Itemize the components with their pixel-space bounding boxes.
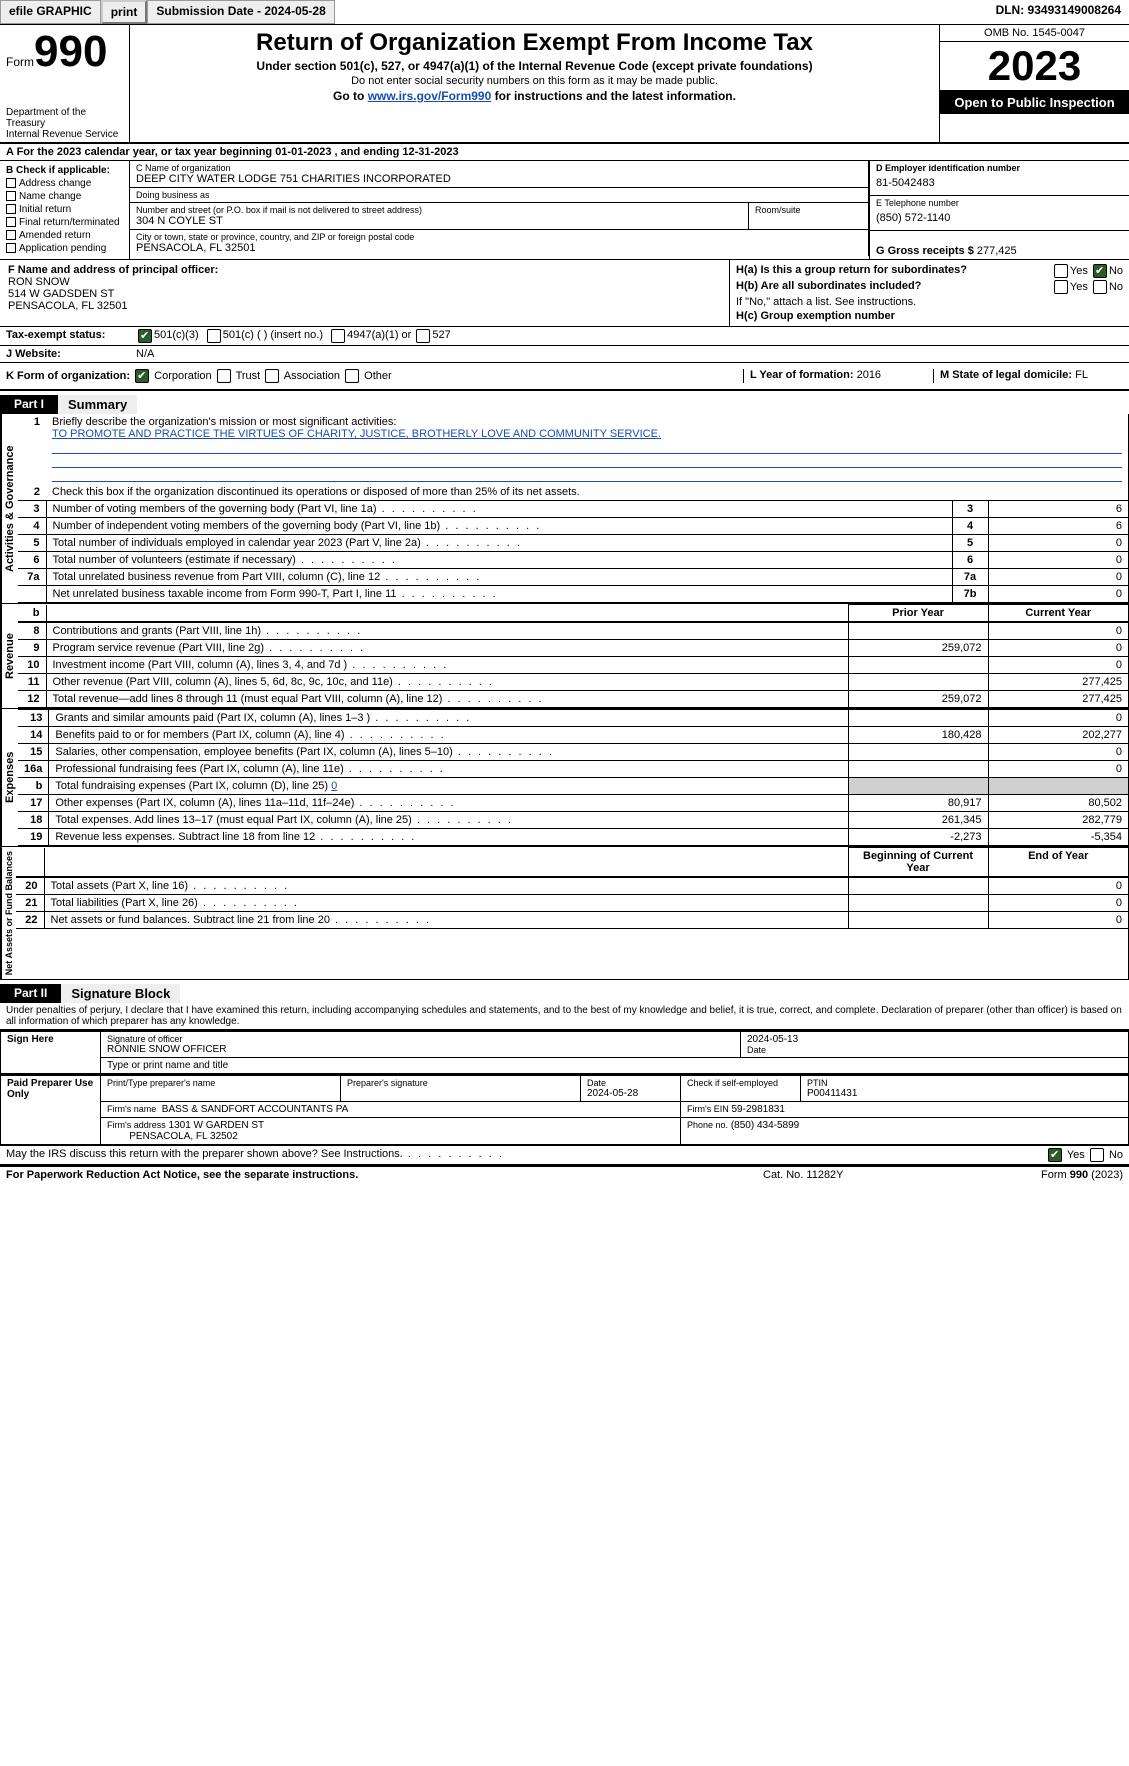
chk-final-return[interactable] [6,217,16,227]
vlabel-revenue: Revenue [1,604,18,708]
tax-exempt-row: Tax-exempt status: 501(c)(3) 501(c) ( ) … [0,327,1129,346]
vlabel-netassets: Net Assets or Fund Balances [1,847,16,979]
year-formation: L Year of formation: 2016 [743,369,933,383]
chk-527[interactable] [416,329,430,343]
sign-here-block: Sign Here Signature of officer RONNIE SN… [0,1030,1129,1074]
officer-name: RON SNOW [8,276,721,288]
firm-addr1: 1301 W GARDEN ST [169,1120,265,1131]
discuss-text: May the IRS discuss this return with the… [6,1148,1046,1162]
box-c: C Name of organization DEEP CITY WATER L… [130,161,869,259]
ssn-warning: Do not enter social security numbers on … [134,75,935,87]
form-subtitle: Under section 501(c), 527, or 4947(a)(1)… [134,59,935,73]
box-d: D Employer identification number 81-5042… [869,161,1129,259]
perjury-text: Under penalties of perjury, I declare th… [0,1003,1129,1030]
gross-receipts: 277,425 [977,245,1017,257]
part1-header: Part I Summary [0,395,1129,414]
chk-name-change[interactable] [6,191,16,201]
website-value: N/A [136,348,154,360]
vlabel-expenses: Expenses [1,709,18,846]
chk-corp[interactable] [135,369,149,383]
chk-501c3[interactable] [138,329,152,343]
discuss-no[interactable] [1090,1148,1104,1162]
irs-label: Internal Revenue Service [6,129,123,140]
discuss-yes[interactable] [1048,1148,1062,1162]
ptin-value: P00411431 [807,1088,1122,1099]
form-org-row: K Form of organization: Corporation Trus… [6,369,743,383]
officer-addr2: PENSACOLA, FL 32501 [8,300,721,312]
chk-4947[interactable] [331,329,345,343]
irs-link[interactable]: www.irs.gov/Form990 [368,89,492,103]
chk-address-change[interactable] [6,178,16,188]
tax-year: 2023 [940,42,1129,91]
firm-ein: 59-2981831 [732,1104,785,1115]
goto-line: Go to www.irs.gov/Form990 for instructio… [134,89,935,103]
chk-other-org[interactable] [345,369,359,383]
efile-label: efile GRAPHIC [0,0,101,24]
firm-addr2: PENSACOLA, FL 32502 [129,1131,238,1142]
chk-501c-other[interactable] [207,329,221,343]
sign-date: 2024-05-13 [747,1034,1122,1045]
firm-name: BASS & SANDFORT ACCOUNTANTS PA [162,1104,349,1115]
website-row: J Website: N/A [0,346,1129,363]
vlabel-governance: Activities & Governance [1,414,18,603]
mission-text: TO PROMOTE AND PRACTICE THE VIRTUES OF C… [52,428,1122,440]
topbar: efile GRAPHIC print Submission Date - 20… [0,0,1129,25]
chk-trust[interactable] [217,369,231,383]
chk-assoc[interactable] [265,369,279,383]
street-address: 304 N COYLE ST [136,215,742,227]
chk-amended-return[interactable] [6,230,16,240]
phone-value: (850) 572-1140 [876,208,1123,228]
group-return-yes[interactable] [1054,264,1068,278]
tax-period-line: A For the 2023 calendar year, or tax yea… [0,144,1129,161]
officer-signature-name: RONNIE SNOW OFFICER [107,1044,734,1055]
all-subs-yes[interactable] [1054,280,1068,294]
omb-number: OMB No. 1545-0047 [940,25,1129,42]
open-inspection-label: Open to Public Inspection [940,91,1129,114]
print-button[interactable]: print [101,0,148,24]
firm-phone: (850) 434-5899 [731,1120,799,1131]
chk-initial-return[interactable] [6,204,16,214]
submission-date-label: Submission Date - 2024-05-28 [147,0,334,24]
paid-preparer-block: Paid Preparer Use Only Print/Type prepar… [0,1074,1129,1145]
all-subs-no[interactable] [1093,280,1107,294]
footer-row: For Paperwork Reduction Act Notice, see … [0,1165,1129,1183]
officer-addr1: 514 W GADSDEN ST [8,288,721,300]
org-name: DEEP CITY WATER LODGE 751 CHARITIES INCO… [136,173,862,185]
box-h: H(a) Is this a group return for subordin… [729,260,1129,326]
form-number: Form990 [6,27,123,77]
group-return-no[interactable] [1093,264,1107,278]
state-domicile: M State of legal domicile: FL [933,369,1123,383]
chk-application-pending[interactable] [6,243,16,253]
city-state-zip: PENSACOLA, FL 32501 [136,242,862,254]
dept-label: Department of the Treasury [6,107,123,129]
box-f: F Name and address of principal officer:… [0,260,729,326]
part2-header: Part II Signature Block [0,984,1129,1003]
form-header: Form990 Department of the Treasury Inter… [0,25,1129,144]
box-b: B Check if applicable: Address change Na… [0,161,130,259]
ein-value: 81-5042483 [876,173,1123,193]
dln-label: DLN: 93493149008264 [988,0,1129,24]
form-title: Return of Organization Exempt From Incom… [134,29,935,57]
